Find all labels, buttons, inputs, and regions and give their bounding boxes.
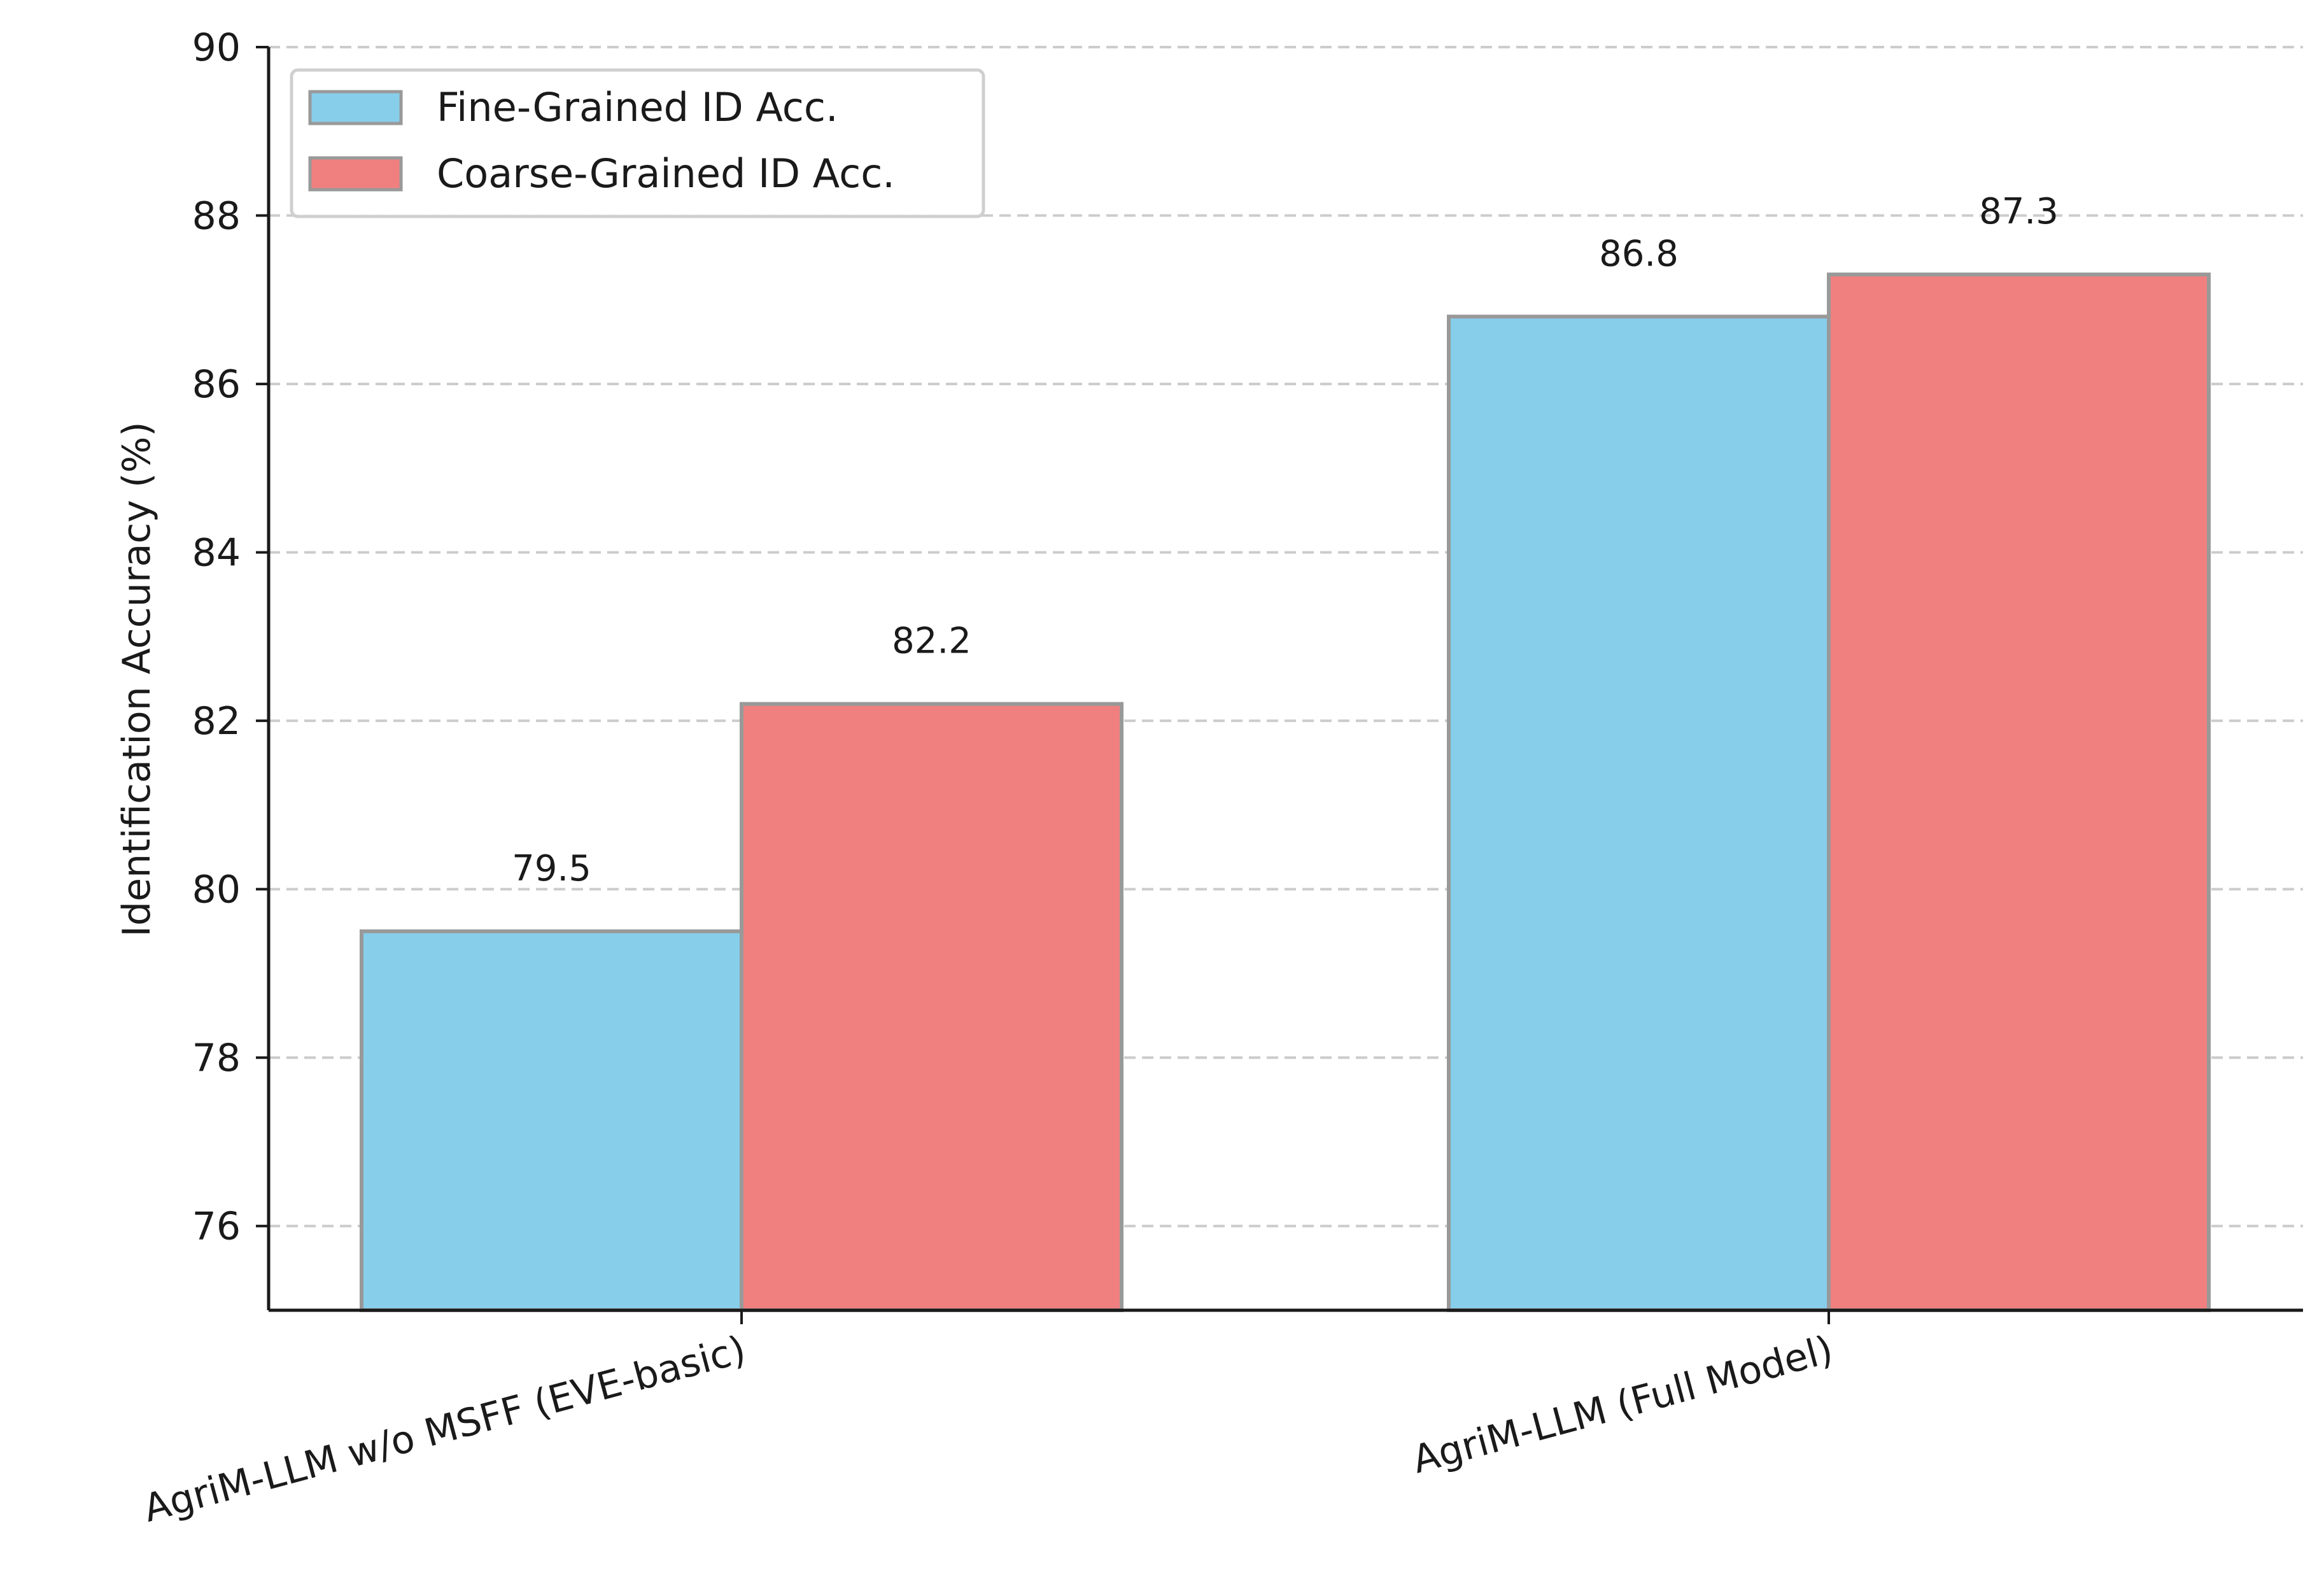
data-label-series-1-category-0: 82.2 bbox=[892, 621, 971, 662]
y-tick-label-84: 84 bbox=[192, 531, 241, 576]
y-tick-label-90: 90 bbox=[192, 25, 241, 70]
y-tick-label-82: 82 bbox=[192, 699, 241, 744]
bars bbox=[360, 272, 2211, 1313]
bar-series-1-category-1 bbox=[1827, 272, 2211, 1312]
x-tick-label-1: AgriM-LLM (Full Model) bbox=[1408, 1327, 1838, 1483]
legend-label-coarse-grained: Coarse-Grained ID Acc. bbox=[437, 150, 895, 197]
y-tick-label-86: 86 bbox=[192, 362, 241, 407]
bar-series-1-category-0 bbox=[740, 702, 1123, 1313]
data-label-series-1-category-1: 87.3 bbox=[1979, 191, 2059, 232]
legend-swatch-fine-grained bbox=[308, 90, 403, 125]
legend-swatch-coarse-grained bbox=[308, 156, 403, 192]
y-tick-label-78: 78 bbox=[192, 1036, 241, 1080]
data-label-series-0-category-0: 79.5 bbox=[512, 848, 591, 889]
legend-label-fine-grained: Fine-Grained ID Acc. bbox=[437, 84, 838, 131]
data-labels: 79.5 86.8 82.2 87.3 bbox=[512, 191, 2059, 889]
bar-series-0-category-0 bbox=[360, 929, 743, 1313]
legend: Fine-Grained ID Acc. Coarse-Grained ID A… bbox=[290, 68, 985, 218]
y-tick-label-80: 80 bbox=[192, 868, 241, 912]
data-label-series-0-category-1: 86.8 bbox=[1599, 233, 1679, 274]
x-tick-label-0: AgriM-LLM w/o MSFF (EVE-basic) bbox=[139, 1327, 750, 1531]
legend-frame bbox=[290, 68, 985, 218]
bar-series-0-category-1 bbox=[1447, 315, 1831, 1313]
y-axis-title: Identification Accuracy (%) bbox=[115, 421, 159, 937]
y-tick-label-88: 88 bbox=[192, 194, 241, 239]
y-tick-label-76: 76 bbox=[192, 1205, 241, 1249]
